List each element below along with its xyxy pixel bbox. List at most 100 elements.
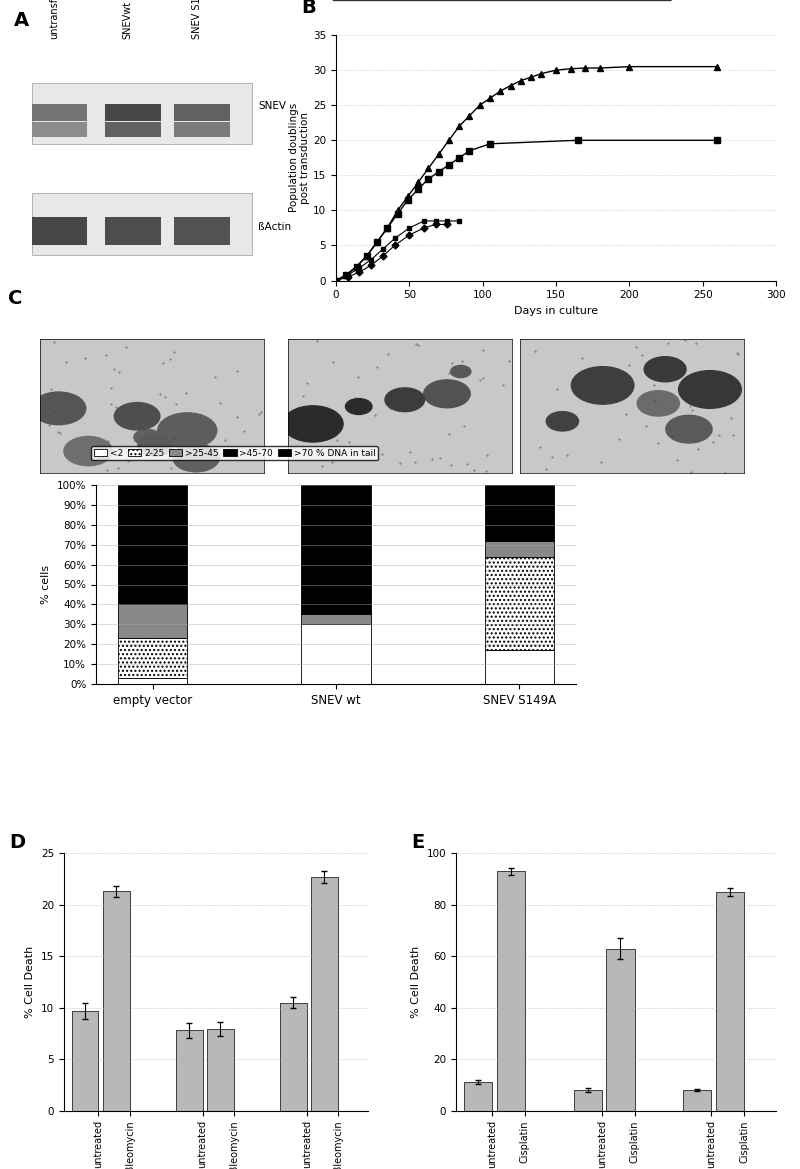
Line: empty vector II: empty vector II bbox=[334, 219, 462, 283]
SNEV wt bbox=[465, 109, 474, 123]
Bar bbox=[71, 1011, 98, 1111]
Bar bbox=[497, 871, 525, 1111]
Bar bbox=[606, 948, 634, 1111]
Circle shape bbox=[138, 435, 173, 456]
Text: D: D bbox=[10, 832, 26, 852]
SNEV wt bbox=[372, 235, 382, 249]
empty vector I bbox=[431, 217, 441, 231]
empty vector II bbox=[366, 253, 376, 267]
Bar bbox=[485, 509, 554, 541]
Bar bbox=[280, 1003, 306, 1111]
SNEV wt bbox=[342, 268, 351, 282]
Y-axis label: % cells: % cells bbox=[42, 565, 51, 604]
empty vector I bbox=[378, 249, 388, 263]
Text: SNEVwt: SNEVwt bbox=[123, 1, 133, 39]
Line: SNEV S149A: SNEV S149A bbox=[333, 137, 721, 284]
Bar bbox=[105, 104, 161, 122]
SNEV S149A bbox=[713, 133, 722, 147]
Bar bbox=[174, 122, 230, 137]
Bar bbox=[301, 485, 371, 505]
Circle shape bbox=[158, 413, 217, 448]
SNEV wt bbox=[516, 74, 526, 88]
empty vector II bbox=[442, 214, 452, 228]
Bar bbox=[105, 216, 161, 244]
Bar bbox=[174, 104, 230, 122]
SNEV wt bbox=[403, 189, 413, 203]
Text: ßActin: ßActin bbox=[258, 222, 291, 231]
empty vector I bbox=[442, 217, 452, 231]
SNEV S149A bbox=[393, 207, 402, 221]
empty vector II bbox=[390, 231, 399, 245]
SNEV wt bbox=[537, 67, 546, 81]
Bar bbox=[485, 556, 554, 650]
empty vector II bbox=[378, 242, 388, 256]
SNEV wt bbox=[434, 147, 443, 161]
SNEV wt bbox=[352, 260, 362, 274]
Circle shape bbox=[385, 388, 425, 411]
SNEV wt bbox=[393, 203, 402, 217]
empty vector II bbox=[454, 214, 464, 228]
SNEV S149A bbox=[465, 144, 474, 158]
Circle shape bbox=[637, 390, 679, 416]
Bar bbox=[31, 104, 87, 122]
Bar bbox=[485, 485, 554, 509]
empty vector I bbox=[343, 270, 353, 284]
SNEV wt bbox=[495, 84, 505, 98]
Line: SNEV wt: SNEV wt bbox=[333, 63, 721, 284]
Bar bbox=[118, 528, 187, 604]
Bar bbox=[464, 1082, 492, 1111]
Bar bbox=[301, 505, 371, 615]
Circle shape bbox=[31, 392, 86, 424]
Bar bbox=[301, 615, 371, 624]
Bar bbox=[574, 1090, 602, 1111]
Bar bbox=[485, 650, 554, 684]
Circle shape bbox=[64, 436, 113, 465]
SNEV wt bbox=[362, 249, 371, 263]
Circle shape bbox=[678, 371, 742, 408]
empty vector II bbox=[331, 274, 341, 288]
SNEV wt bbox=[454, 119, 464, 133]
Text: A: A bbox=[14, 11, 30, 29]
empty vector II bbox=[405, 221, 414, 235]
SNEV S149A bbox=[362, 249, 371, 263]
Circle shape bbox=[346, 399, 372, 415]
empty vector I bbox=[405, 228, 414, 242]
empty vector II bbox=[354, 261, 364, 275]
Bar bbox=[176, 1030, 202, 1111]
SNEV S149A bbox=[444, 158, 454, 172]
SNEV S149A bbox=[434, 165, 443, 179]
empty vector I bbox=[419, 221, 429, 235]
SNEV wt bbox=[526, 70, 536, 84]
SNEV wt bbox=[331, 274, 341, 288]
Line: empty vector I: empty vector I bbox=[334, 222, 450, 283]
Text: E: E bbox=[411, 832, 425, 852]
SNEV wt bbox=[475, 98, 485, 112]
empty vector II bbox=[343, 268, 353, 282]
Bar bbox=[118, 638, 187, 678]
Circle shape bbox=[114, 402, 160, 430]
Bar bbox=[32, 83, 251, 144]
Text: SNEV S149A: SNEV S149A bbox=[192, 0, 202, 39]
SNEV S149A bbox=[352, 260, 362, 274]
Circle shape bbox=[282, 406, 343, 442]
empty vector I bbox=[354, 265, 364, 279]
SNEV wt bbox=[713, 60, 722, 74]
Y-axis label: % Cell Death: % Cell Death bbox=[26, 946, 35, 1018]
Circle shape bbox=[644, 357, 686, 382]
Bar bbox=[206, 1029, 234, 1111]
X-axis label: Days in culture: Days in culture bbox=[514, 306, 598, 316]
Text: B: B bbox=[301, 0, 315, 18]
SNEV S149A bbox=[454, 151, 464, 165]
Bar bbox=[118, 604, 187, 638]
Bar bbox=[118, 485, 187, 528]
Bar bbox=[301, 624, 371, 684]
Bar bbox=[683, 1090, 711, 1111]
Y-axis label: % Cell Death: % Cell Death bbox=[411, 946, 421, 1018]
Circle shape bbox=[666, 415, 712, 443]
Bar bbox=[485, 541, 554, 556]
SNEV wt bbox=[581, 61, 590, 75]
Bar bbox=[716, 892, 744, 1111]
SNEV wt bbox=[444, 133, 454, 147]
empty vector I bbox=[390, 238, 399, 253]
Bar bbox=[174, 216, 230, 244]
